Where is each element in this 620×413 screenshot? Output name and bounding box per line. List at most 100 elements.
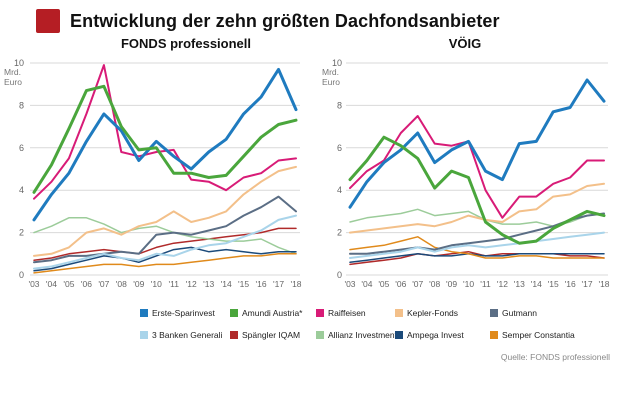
legend-swatch — [395, 309, 403, 317]
y-tick-label: 10 — [332, 58, 342, 68]
x-tick-label: '06 — [81, 279, 92, 289]
x-tick-label: '09 — [446, 279, 457, 289]
legend-label: Semper Constantia — [502, 330, 575, 340]
series-line-gutmann — [33, 195, 297, 264]
x-tick-label: '18 — [290, 279, 301, 289]
x-tick-label: '05 — [63, 279, 74, 289]
legend-item: Allianz Investment — [316, 330, 397, 340]
legend-item: Spängler IQAM — [230, 330, 300, 340]
x-tick-label: '11 — [480, 279, 491, 289]
title-accent-square — [36, 9, 60, 33]
series-line-semper-constantia — [349, 236, 605, 259]
legend-swatch — [316, 331, 324, 339]
series-line-semper-constantia — [33, 253, 297, 274]
legend-label: 3 Banken Generali — [152, 330, 223, 340]
x-tick-label: '16 — [565, 279, 576, 289]
y-tick-label: 8 — [19, 100, 24, 110]
x-tick-label: '17 — [582, 279, 593, 289]
y-tick-label: 4 — [19, 185, 24, 195]
legend-item: Amundi Austria* — [230, 308, 302, 318]
source-note: Quelle: FONDS professionell — [500, 352, 610, 362]
x-tick-label: '10 — [151, 279, 162, 289]
series-line-gutmann — [349, 212, 605, 255]
right-panel-title: VÖIG — [448, 36, 482, 51]
legend-label: Spängler IQAM — [242, 330, 301, 340]
y-axis-label: Mrd. — [4, 67, 21, 77]
y-tick-label: 6 — [337, 143, 342, 153]
x-tick-label: '16 — [256, 279, 267, 289]
legend-swatch — [490, 309, 498, 317]
legend-label: Allianz Investment — [328, 330, 397, 340]
legend-swatch — [140, 309, 148, 317]
legend-item: Semper Constantia — [490, 330, 575, 340]
x-tick-label: '04 — [361, 279, 372, 289]
legend-item: 3 Banken Generali — [140, 330, 222, 340]
x-tick-label: '15 — [238, 279, 249, 289]
chart-title-bar: Entwicklung der zehn größten Dachfondsan… — [36, 9, 500, 33]
x-tick-label: '07 — [412, 279, 423, 289]
series-line-erste-sparinvest — [32, 67, 298, 222]
legend-swatch — [230, 309, 238, 317]
x-tick-label: '11 — [169, 279, 180, 289]
series-line-amundi-austria — [348, 135, 606, 245]
series-line-raiffeisen — [349, 115, 605, 219]
legend-label: Kepler-Fonds — [407, 308, 459, 318]
legend-swatch — [490, 331, 498, 339]
series-line-kepler-fonds — [349, 182, 605, 234]
legend-item: Gutmann — [490, 308, 537, 318]
x-tick-label: '12 — [186, 279, 197, 289]
x-tick-label: '04 — [46, 279, 57, 289]
y-tick-label: 10 — [14, 58, 24, 68]
y-tick-label: 2 — [19, 228, 24, 238]
legend-label: Gutmann — [502, 308, 537, 318]
series-line-3-banken-generali — [349, 231, 605, 259]
x-tick-label: '14 — [531, 279, 542, 289]
y-axis-label: Mrd. — [322, 67, 339, 77]
series-line-sp-ngler-iqam — [349, 250, 605, 266]
series-line-amundi-austria — [32, 84, 298, 194]
series-line-kepler-fonds — [33, 165, 297, 257]
x-tick-label: '18 — [598, 279, 609, 289]
x-tick-label: '03 — [344, 279, 355, 289]
series-line-3-banken-generali — [33, 214, 297, 270]
y-tick-label: 0 — [337, 270, 342, 280]
x-tick-label: '13 — [514, 279, 525, 289]
x-tick-label: '08 — [116, 279, 127, 289]
x-tick-label: '05 — [378, 279, 389, 289]
x-tick-label: '12 — [497, 279, 508, 289]
legend-item: Erste-Sparinvest — [140, 308, 215, 318]
x-tick-label: '10 — [463, 279, 474, 289]
y-tick-label: 6 — [19, 143, 24, 153]
legend-label: Erste-Sparinvest — [152, 308, 215, 318]
series-line-allianz-investment — [33, 217, 297, 255]
legend-item: Kepler-Fonds — [395, 308, 458, 318]
y-tick-label: 0 — [19, 270, 24, 280]
x-tick-label: '09 — [133, 279, 144, 289]
legend-label: Raiffeisen — [328, 308, 366, 318]
legend-swatch — [140, 331, 148, 339]
x-tick-label: '13 — [203, 279, 214, 289]
y-tick-label: 2 — [337, 228, 342, 238]
y-axis-label: Euro — [322, 77, 340, 87]
x-tick-label: '07 — [98, 279, 109, 289]
series-line-ampega-invest — [349, 253, 605, 264]
left-panel-title: FONDS professionell — [120, 36, 252, 51]
x-tick-label: '03 — [28, 279, 39, 289]
x-tick-label: '15 — [548, 279, 559, 289]
legend-label: Ampega Invest — [407, 330, 464, 340]
series-line-ampega-invest — [33, 246, 297, 272]
series-line-erste-sparinvest — [348, 78, 606, 209]
legend-swatch — [395, 331, 403, 339]
x-tick-label: '14 — [221, 279, 232, 289]
y-tick-label: 4 — [337, 185, 342, 195]
legend-item: Raiffeisen — [316, 308, 366, 318]
legend-item: Ampega Invest — [395, 330, 464, 340]
x-tick-label: '06 — [395, 279, 406, 289]
x-tick-label: '08 — [429, 279, 440, 289]
page-title: Entwicklung der zehn größten Dachfondsan… — [70, 10, 500, 31]
x-tick-label: '17 — [273, 279, 284, 289]
y-axis-label: Euro — [4, 77, 22, 87]
